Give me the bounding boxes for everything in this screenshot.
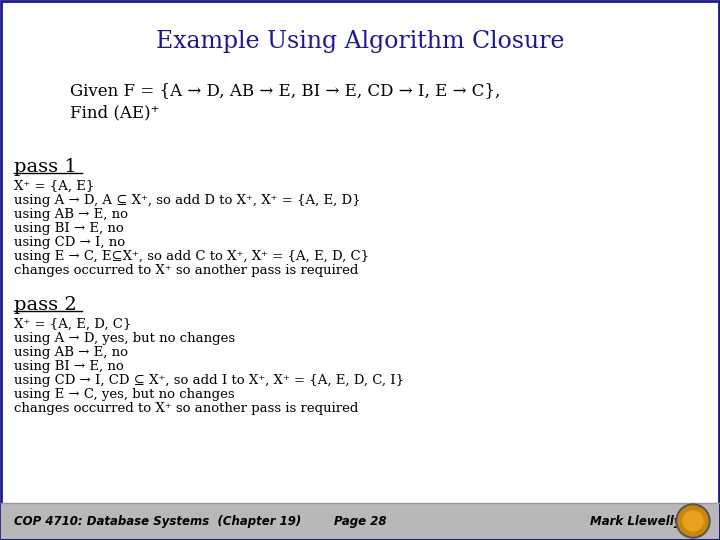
Text: using AB → E, no: using AB → E, no [14,208,128,221]
Text: using BI → E, no: using BI → E, no [14,360,124,373]
Text: using E → C, yes, but no changes: using E → C, yes, but no changes [14,388,235,401]
Text: using CD → I, CD ⊆ X⁺, so add I to X⁺, X⁺ = {A, E, D, C, I}: using CD → I, CD ⊆ X⁺, so add I to X⁺, X… [14,374,404,387]
Text: X⁺ = {A, E}: X⁺ = {A, E} [14,180,94,193]
Text: X⁺ = {A, E, D, C}: X⁺ = {A, E, D, C} [14,318,131,331]
Text: using CD → I, no: using CD → I, no [14,236,125,249]
Text: using E → C, E⊆X⁺, so add C to X⁺, X⁺ = {A, E, D, C}: using E → C, E⊆X⁺, so add C to X⁺, X⁺ = … [14,250,369,263]
Circle shape [678,506,708,536]
Circle shape [683,511,703,531]
Text: Example Using Algorithm Closure: Example Using Algorithm Closure [156,30,564,53]
Text: using BI → E, no: using BI → E, no [14,222,124,235]
FancyBboxPatch shape [1,503,719,539]
Text: pass 2: pass 2 [14,296,77,314]
Text: Find (AE)⁺: Find (AE)⁺ [70,104,160,121]
Text: changes occurred to X⁺ so another pass is required: changes occurred to X⁺ so another pass i… [14,264,359,277]
Text: using A → D, A ⊆ X⁺, so add D to X⁺, X⁺ = {A, E, D}: using A → D, A ⊆ X⁺, so add D to X⁺, X⁺ … [14,194,361,207]
Text: Mark Llewellyn: Mark Llewellyn [590,515,690,528]
Text: Page 28: Page 28 [334,515,386,528]
Text: pass 1: pass 1 [14,158,77,176]
Text: using A → D, yes, but no changes: using A → D, yes, but no changes [14,332,235,345]
Text: COP 4710: Database Systems  (Chapter 19): COP 4710: Database Systems (Chapter 19) [14,515,301,528]
Text: changes occurred to X⁺ so another pass is required: changes occurred to X⁺ so another pass i… [14,402,359,415]
Text: using AB → E, no: using AB → E, no [14,346,128,359]
Circle shape [676,504,710,538]
Text: Given F = {A → D, AB → E, BI → E, CD → I, E → C},: Given F = {A → D, AB → E, BI → E, CD → I… [70,82,500,99]
